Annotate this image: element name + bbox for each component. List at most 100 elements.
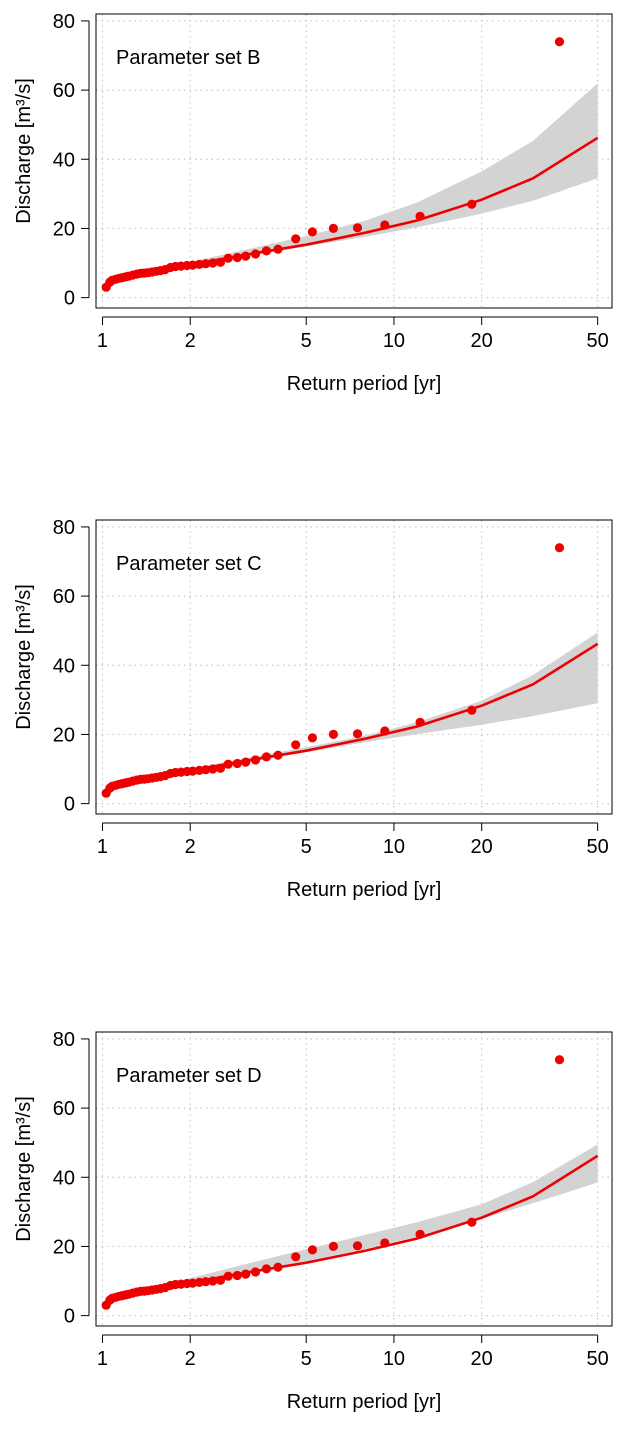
y-axis-title: Discharge [m³/s]: [13, 78, 35, 224]
y-tick-label: 20: [53, 218, 75, 240]
data-point: [352, 223, 363, 233]
x-tick-label: 20: [471, 1348, 493, 1370]
data-point: [250, 249, 261, 259]
data-point: [415, 211, 425, 221]
data-point: [215, 763, 226, 773]
data-point: [307, 733, 317, 743]
y-tick-label: 20: [53, 1236, 75, 1258]
y-tick-label: 80: [53, 11, 75, 33]
data-point: [188, 766, 198, 776]
data-point: [223, 253, 233, 263]
data-point: [223, 1271, 233, 1281]
x-tick-label: 2: [185, 330, 196, 352]
data-point: [241, 757, 251, 767]
y-axis-title: Discharge [m³/s]: [13, 1096, 35, 1242]
y-tick-label: 40: [53, 149, 75, 171]
data-point: [201, 1277, 211, 1287]
data-point: [208, 1276, 218, 1286]
data-point: [554, 37, 565, 47]
annotation-label: Parameter set C: [116, 553, 262, 575]
data-point: [352, 729, 363, 739]
x-tick-label: 1: [97, 836, 108, 858]
data-point: [554, 1055, 565, 1065]
data-point: [273, 750, 283, 760]
x-tick-label: 10: [383, 1348, 405, 1370]
plot-frame: [95, 1031, 613, 1327]
chart-panel-d: 1 2 5 10 20 50 0 20 40 60 80 Return period [yr] Disc…: [0, 1018, 622, 1448]
data-point: [307, 1245, 317, 1255]
chart-panel-b: 1 2 5 10 20 50 0 20 40 60 80 Return period [yr] Disc…: [0, 0, 622, 430]
data-point: [261, 1264, 271, 1274]
x-tick-label: 20: [471, 330, 493, 352]
x-tick-label: 50: [587, 836, 609, 858]
plot-frame: [95, 519, 613, 815]
chart-svg-b: 1 2 5 10 20 50 0 20 40 60 80 Return period [yr] Disc…: [13, 11, 613, 395]
data-point: [201, 259, 211, 269]
y-tick-label: 0: [64, 1306, 75, 1328]
annotation-label: Parameter set B: [116, 47, 261, 69]
data-point: [328, 223, 338, 233]
x-tick-label: 2: [185, 836, 196, 858]
data-point: [232, 758, 242, 769]
data-point: [208, 764, 218, 774]
y-tick-label: 60: [53, 80, 75, 102]
data-point: [467, 1217, 477, 1227]
data-point: [273, 1262, 283, 1272]
data-point: [307, 227, 317, 237]
data-point: [215, 1275, 226, 1285]
x-tick-label: 1: [97, 330, 108, 352]
data-point: [415, 717, 425, 727]
confidence-band: [153, 1144, 598, 1289]
x-tick-label: 5: [301, 330, 312, 352]
x-tick-label: 50: [587, 1348, 609, 1370]
x-axis-title: Return period [yr]: [287, 373, 442, 395]
annotation-label: Parameter set D: [116, 1065, 262, 1087]
y-tick-label: 0: [64, 794, 75, 816]
data-point: [201, 765, 211, 775]
chart-svg-c: 1 2 5 10 20 50 0 20 40 60 80 Return period [yr] Disc…: [13, 517, 613, 901]
data-point: [291, 1252, 301, 1262]
data-point: [291, 740, 301, 750]
y-tick-label: 80: [53, 1029, 75, 1051]
data-point: [241, 1269, 251, 1279]
plot-frame: [95, 13, 613, 309]
y-tick-label: 0: [64, 288, 75, 310]
x-tick-label: 5: [301, 1348, 312, 1370]
x-tick-label: 2: [185, 1348, 196, 1370]
y-tick-label: 60: [53, 586, 75, 608]
x-axis-title: Return period [yr]: [287, 879, 442, 901]
data-point: [467, 199, 477, 209]
confidence-band: [153, 632, 598, 779]
x-tick-label: 20: [471, 836, 493, 858]
data-point: [250, 755, 261, 765]
x-tick-label: 10: [383, 836, 405, 858]
data-point: [273, 244, 283, 254]
data-point: [291, 234, 301, 244]
data-point: [380, 220, 390, 230]
chart-panel-c: 1 2 5 10 20 50 0 20 40 60 80 Return period [yr] Disc…: [0, 506, 622, 936]
data-point: [188, 1278, 198, 1288]
data-point: [250, 1267, 261, 1277]
data-point: [188, 260, 198, 270]
x-tick-label: 1: [97, 1348, 108, 1370]
data-point: [352, 1241, 363, 1251]
y-tick-label: 60: [53, 1098, 75, 1120]
y-tick-label: 40: [53, 1167, 75, 1189]
data-point: [208, 258, 218, 268]
data-point: [232, 252, 242, 263]
y-tick-label: 80: [53, 517, 75, 539]
y-axis-title: Discharge [m³/s]: [13, 584, 35, 730]
data-point: [415, 1229, 425, 1239]
data-point: [328, 729, 338, 739]
data-point: [380, 726, 390, 736]
x-tick-label: 10: [383, 330, 405, 352]
data-point: [223, 759, 233, 769]
data-point: [328, 1241, 338, 1251]
x-axis-title: Return period [yr]: [287, 1391, 442, 1413]
x-tick-label: 50: [587, 330, 609, 352]
data-point: [554, 543, 565, 553]
confidence-band: [153, 83, 598, 272]
data-point: [261, 752, 271, 762]
data-point: [261, 246, 271, 256]
data-point: [467, 705, 477, 715]
